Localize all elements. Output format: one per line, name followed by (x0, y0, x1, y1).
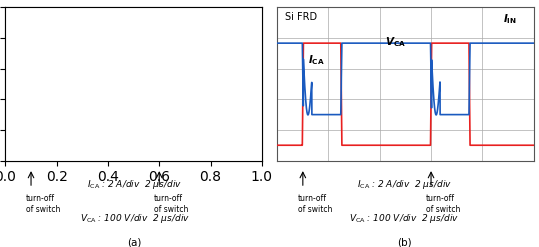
Text: $\bfit{I}_{\bf{IN}}$: $\bfit{I}_{\bf{IN}}$ (231, 12, 245, 26)
Text: β-Ga₂O₃ SBD: β-Ga₂O₃ SBD (13, 12, 76, 22)
Text: turn-off
of switch: turn-off of switch (298, 194, 332, 214)
Text: $V_{\mathrm{CA}}$ : 100 V/div  2 μs/div: $V_{\mathrm{CA}}$ : 100 V/div 2 μs/div (80, 212, 190, 226)
Text: Si FRD: Si FRD (285, 12, 317, 22)
Text: $\bfit{V}_{\bf{CA}}$: $\bfit{V}_{\bf{CA}}$ (113, 35, 134, 49)
Text: turn-off
of switch: turn-off of switch (426, 194, 460, 214)
Text: (a): (a) (128, 237, 142, 247)
Text: $V_{\mathrm{CA}}$ : 100 V/div  2 μs/div: $V_{\mathrm{CA}}$ : 100 V/div 2 μs/div (349, 212, 459, 226)
Text: $\bfit{I}_{\bf{CA}}$: $\bfit{I}_{\bf{CA}}$ (308, 53, 325, 67)
Text: $\bfit{I}_{\bf{CA}}$: $\bfit{I}_{\bf{CA}}$ (36, 53, 53, 67)
Text: $I_{\mathrm{CA}}$ : 2 A/div  2 μs/div: $I_{\mathrm{CA}}$ : 2 A/div 2 μs/div (357, 178, 452, 191)
Text: $I_{\mathrm{CA}}$ : 2 A/div  2 μs/div: $I_{\mathrm{CA}}$ : 2 A/div 2 μs/div (87, 178, 182, 191)
Text: $\bfit{V}_{\bf{CA}}$: $\bfit{V}_{\bf{CA}}$ (385, 35, 406, 49)
Text: $\bfit{I}_{\bf{IN}}$: $\bfit{I}_{\bf{IN}}$ (503, 12, 517, 26)
Text: (b): (b) (397, 237, 412, 247)
Text: turn-off
of switch: turn-off of switch (26, 194, 60, 214)
Text: turn-off
of switch: turn-off of switch (154, 194, 189, 214)
